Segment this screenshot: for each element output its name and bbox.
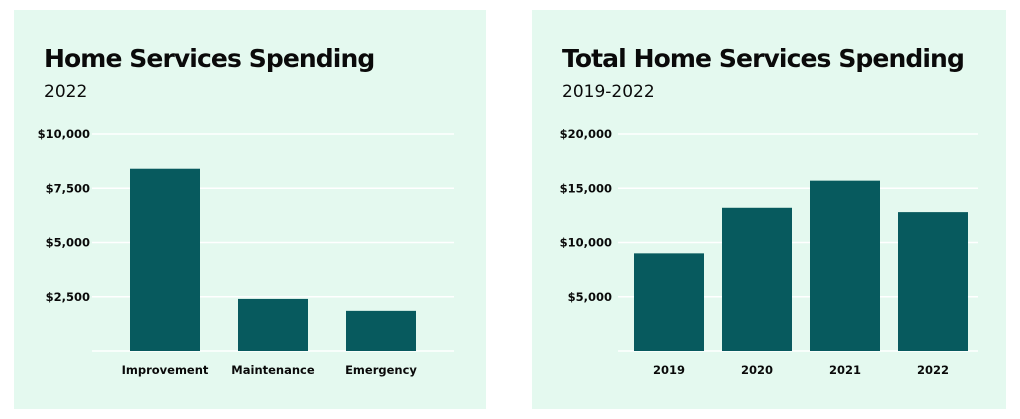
- chart-panel-improvement: Home Services Spending 2022 $2,500 $5,000…: [14, 10, 486, 409]
- y-tick-label: $15,000: [560, 181, 612, 195]
- chart-subtitle: 2022: [44, 82, 88, 102]
- bar-improvement: [130, 168, 200, 351]
- bar-chart-2022: $2,500 $5,000 $7,500 $10,000 Improvement Main…: [38, 127, 454, 377]
- y-tick-label: $20,000: [560, 127, 612, 141]
- y-tick-label: $5,000: [568, 290, 612, 304]
- x-category-label: 2022: [917, 363, 949, 377]
- x-category-label: 2021: [829, 363, 861, 377]
- chart-subtitle: 2019-2022: [562, 82, 655, 102]
- x-category-label: Maintenance: [231, 363, 315, 377]
- y-tick-label: $10,000: [560, 236, 612, 250]
- bar-2020: [722, 207, 792, 351]
- bar-chart-2019-2022: $5,000 $10,000 $15,000 $20,000 2019 2020 2021 2…: [560, 127, 978, 377]
- x-category-label: 2020: [741, 363, 773, 377]
- bar-maintenance: [238, 298, 308, 351]
- x-category-label: Improvement: [122, 363, 209, 377]
- y-tick-label: $5,000: [46, 236, 90, 250]
- chart-title: Total Home Services Spending: [562, 44, 965, 73]
- bar-emergency: [346, 310, 416, 351]
- x-category-label: 2019: [653, 363, 685, 377]
- bar-2019: [634, 253, 704, 351]
- chart-panel-total: Total Home Services Spending 2019-2022 $…: [532, 10, 1006, 409]
- bar-2021: [810, 180, 880, 351]
- y-tick-label: $7,500: [46, 181, 90, 195]
- y-tick-label: $2,500: [46, 290, 90, 304]
- x-category-label: Emergency: [345, 363, 417, 377]
- chart-title: Home Services Spending: [44, 44, 375, 73]
- bar-2022: [898, 212, 968, 351]
- y-tick-label: $10,000: [38, 127, 90, 141]
